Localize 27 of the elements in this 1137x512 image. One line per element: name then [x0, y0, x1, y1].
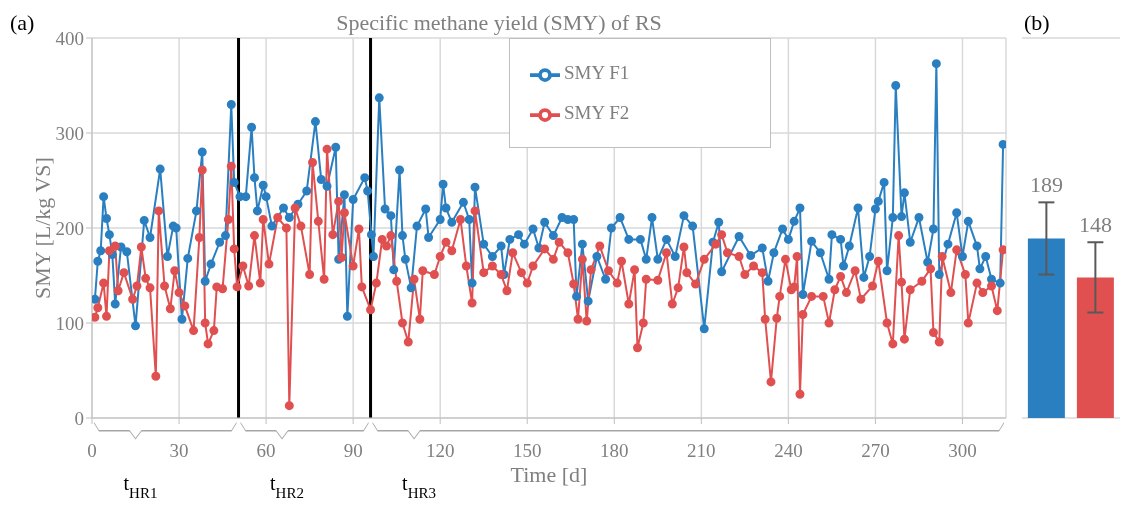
text: t$_{HR1}$ [123, 472, 158, 501]
y-axis-title: SMY [L/kg VS] [29, 157, 55, 299]
x-tick-label: 240 [774, 440, 803, 462]
y-tick-label: 300 [55, 122, 84, 144]
chart-title: Specific methane yield (SMY) of RS [336, 10, 662, 35]
text: t$_{HR2}$ [270, 472, 304, 501]
x-tick-label: 90 [343, 440, 363, 462]
y-tick-label: 200 [55, 217, 84, 239]
x-tick-label: 60 [256, 440, 276, 462]
x-tick-label: 300 [948, 440, 977, 462]
y-tick-label: 0 [74, 407, 84, 429]
y-tick-label: 400 [55, 27, 84, 49]
legend-label: SMY F1 [564, 62, 630, 83]
text: (b) [1024, 10, 1050, 35]
x-axis-title: Time [d] [510, 461, 588, 487]
text: (a) [10, 10, 35, 35]
data-label: 148 [1078, 212, 1112, 238]
y-tick-label: 100 [55, 312, 84, 334]
x-tick-label: 270 [861, 440, 890, 462]
x-tick-label: 150 [512, 440, 542, 462]
legend-label: SMY F2 [564, 102, 630, 123]
x-tick-label: 210 [687, 440, 716, 462]
data-label: 189 [1029, 172, 1063, 198]
text: t$_{HR3}$ [402, 472, 436, 501]
x-tick-label: 120 [425, 440, 455, 462]
x-tick-label: 30 [169, 440, 189, 462]
x-tick-label: 180 [600, 440, 629, 462]
